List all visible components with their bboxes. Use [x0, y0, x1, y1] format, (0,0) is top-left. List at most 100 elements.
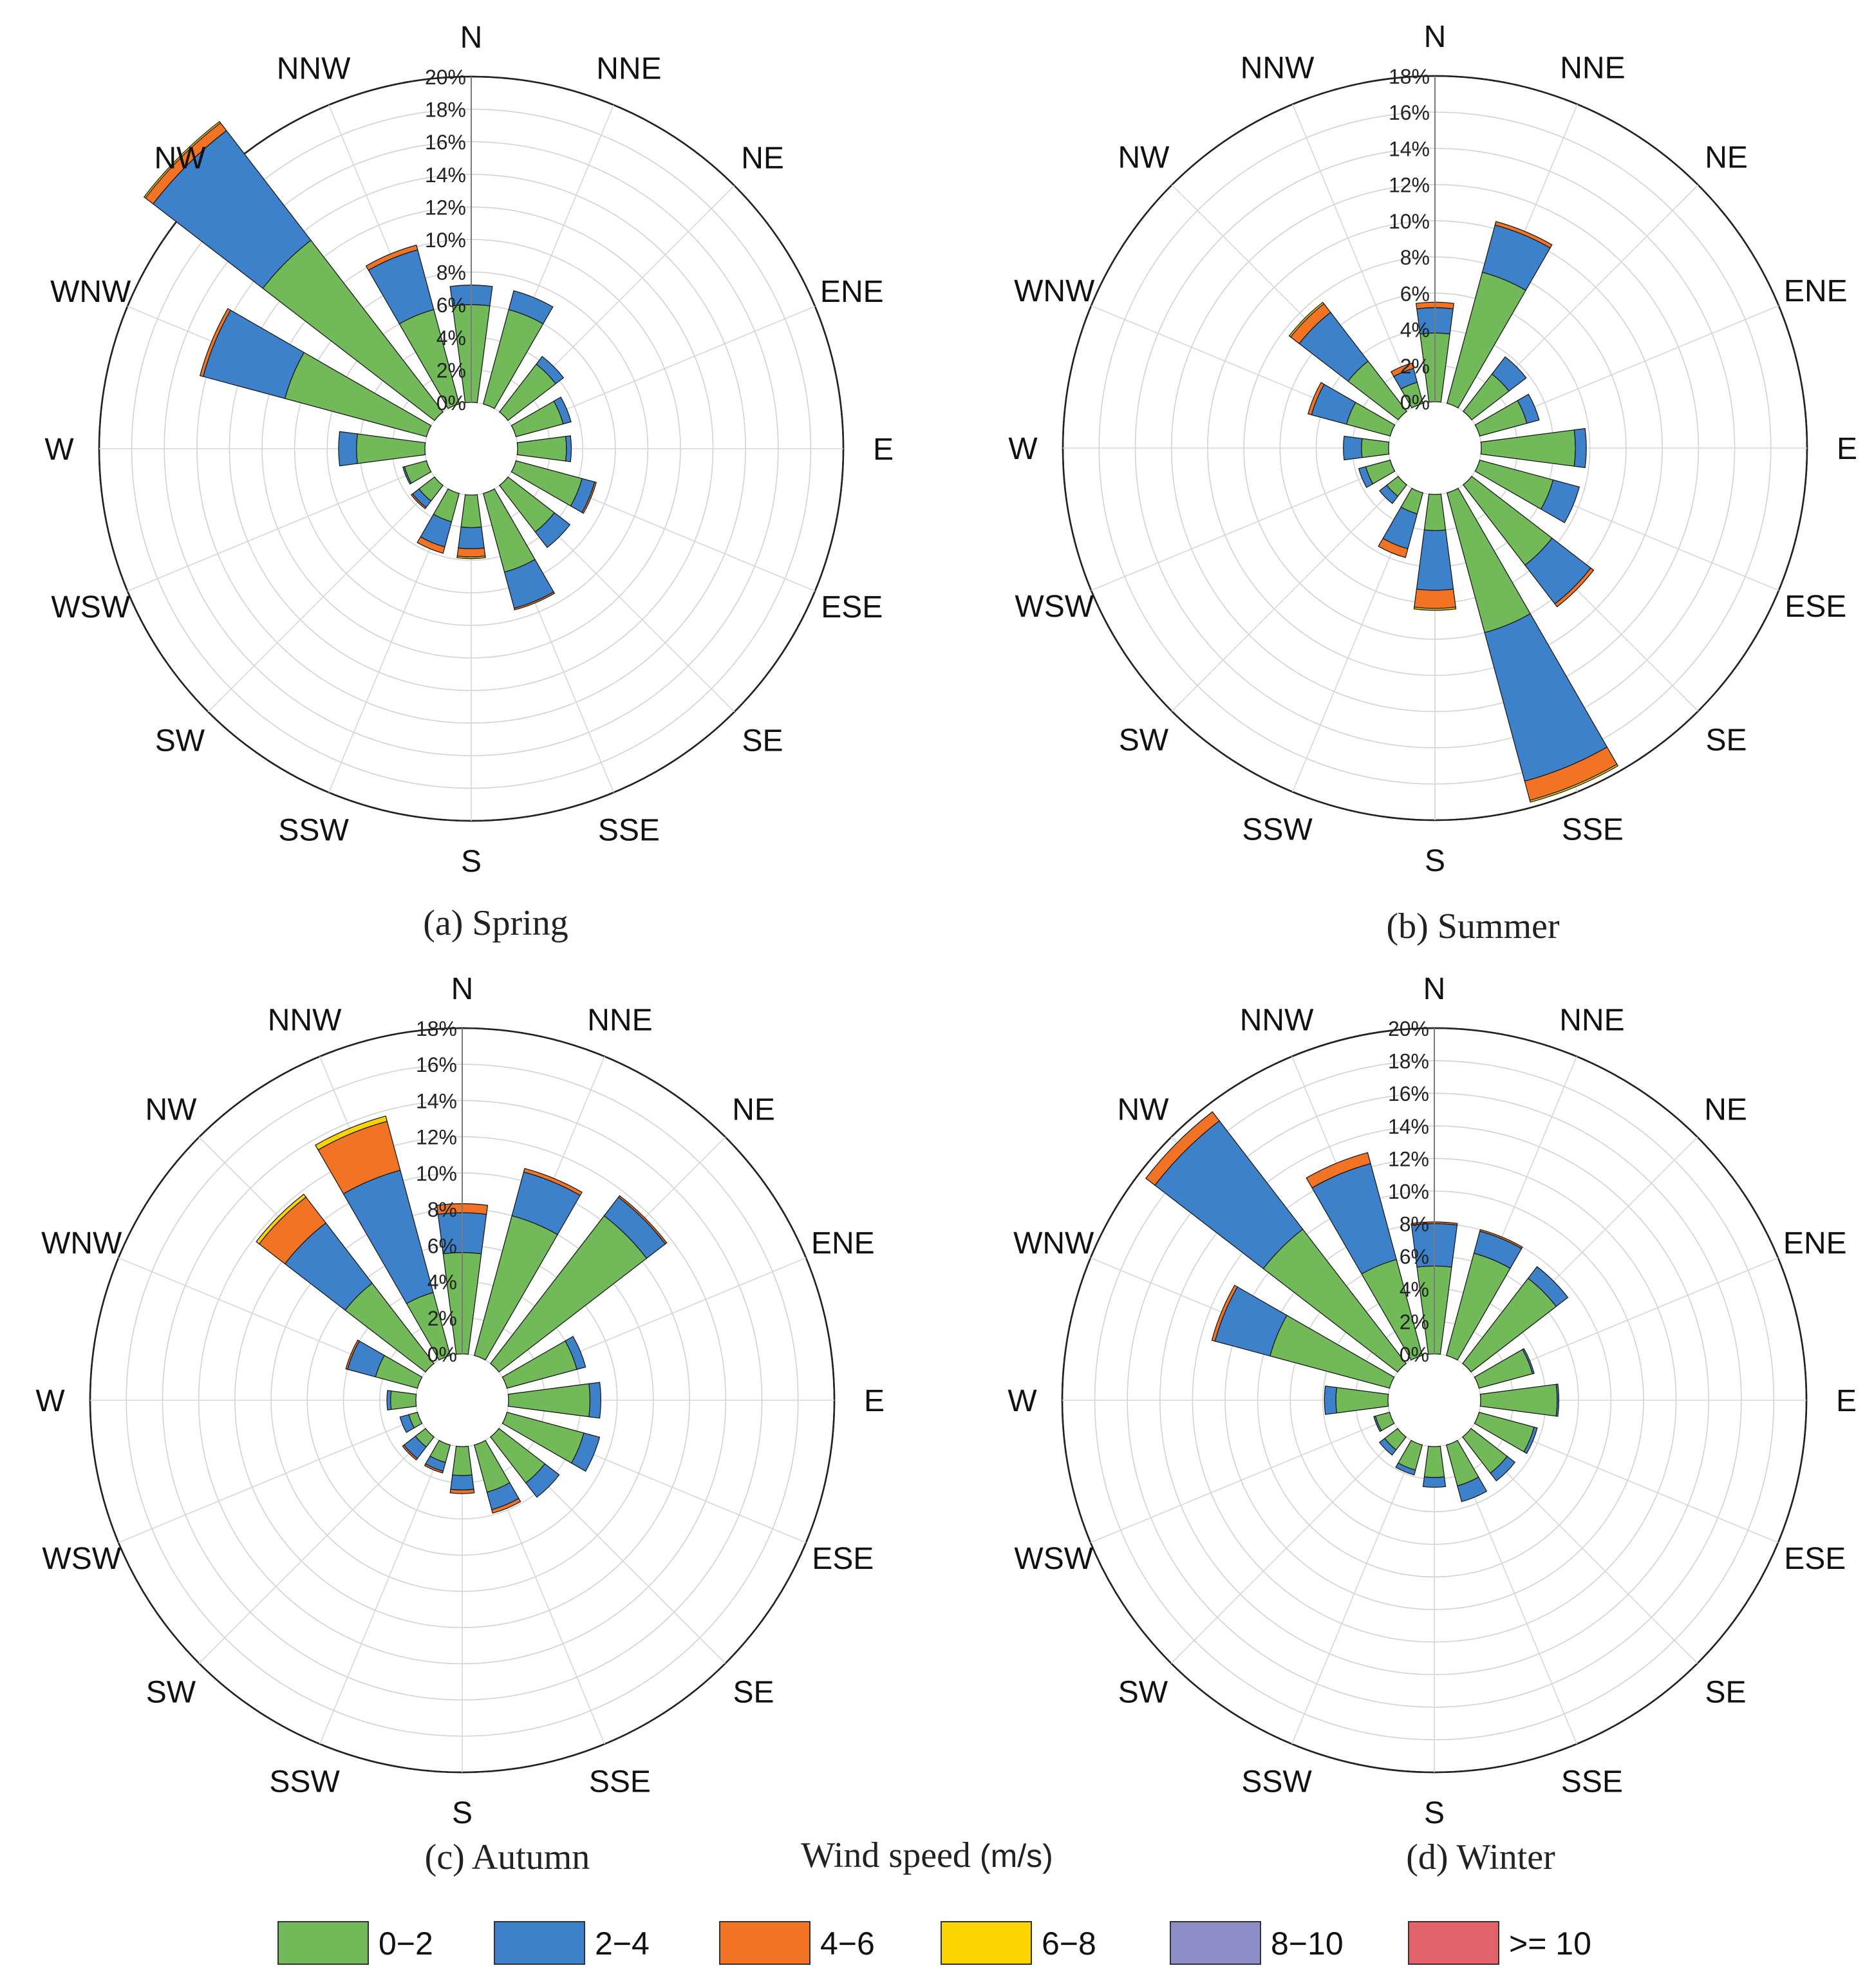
direction-label-E: E — [1836, 1384, 1857, 1418]
legend-swatch-0 — [277, 1921, 369, 1965]
radial-tick-label: 2% — [1400, 1310, 1429, 1333]
bar-WSW-1 — [402, 466, 412, 485]
bar-E-1 — [588, 1382, 601, 1419]
bar-SE-1 — [525, 1463, 560, 1498]
direction-label-ESE: ESE — [812, 1542, 874, 1576]
bar-E-1 — [1555, 1383, 1560, 1417]
spoke — [1170, 1432, 1402, 1664]
direction-label-SSW: SSW — [1242, 812, 1313, 847]
radial-tick-label: 20% — [425, 66, 466, 89]
radial-tick-label: 16% — [425, 131, 466, 154]
direction-label-WSW: WSW — [1014, 1542, 1093, 1576]
bar-NNW-3 — [315, 1115, 388, 1151]
bar-NE-2 — [617, 1195, 668, 1245]
bar-WNW-2 — [1307, 382, 1325, 416]
radial-tick-label: 8% — [1400, 1213, 1429, 1236]
direction-label-WSW: WSW — [1015, 590, 1094, 624]
bar-SSW-2 — [417, 536, 445, 554]
radial-tick-label: 18% — [416, 1017, 457, 1040]
direction-label-S: S — [1424, 1796, 1445, 1830]
direction-label-NNE: NNE — [1559, 1004, 1624, 1038]
spoke — [118, 1417, 420, 1543]
bar-NW-3 — [1288, 301, 1325, 338]
direction-label-SSW: SSW — [1241, 1765, 1312, 1799]
legend-entry-1: 2−4 — [494, 1921, 650, 1965]
legend-label-3: 6−8 — [1042, 1926, 1096, 1962]
legend-label-5: >= 10 — [1509, 1926, 1591, 1962]
direction-label-E: E — [864, 1384, 885, 1418]
spoke — [1292, 104, 1418, 406]
bar-SE-1 — [1490, 1456, 1516, 1482]
direction-label-WNW: WNW — [41, 1226, 122, 1261]
direction-label-NE: NE — [1704, 1092, 1747, 1127]
bar-SSW-2 — [424, 1463, 444, 1474]
radial-tick-label: 4% — [1400, 1278, 1429, 1301]
bar-S-2 — [1414, 588, 1456, 609]
bar-WSW-1 — [399, 1414, 415, 1433]
bar-SSE-2 — [491, 1497, 521, 1514]
direction-label-NNW: NNW — [268, 1004, 342, 1038]
radial-tick-label: 8% — [427, 1198, 457, 1221]
radial-tick-label: 6% — [427, 1234, 457, 1257]
caption-spring-title: Spring — [472, 903, 568, 943]
bar-ESE-1 — [1540, 479, 1580, 523]
bar-SSE-3 — [1529, 764, 1619, 803]
direction-label-NE: NE — [1705, 140, 1748, 174]
legend-label-1: 2−4 — [595, 1926, 650, 1962]
direction-label-W: W — [1008, 432, 1038, 466]
radial-tick-label: 4% — [1400, 319, 1430, 342]
radial-tick-label: 6% — [1400, 282, 1430, 305]
panel-winter: 0% 2% 4% 6% 8% 10% 12% 14% 16% 18% 20% N NNE NE ENE E ES… — [1007, 972, 1857, 1830]
bar-S-2 — [449, 1488, 475, 1494]
legend: 0−2 2−4 4−6 6−8 8−10 >= 10 — [277, 1921, 1591, 1965]
radial-tick-label: 20% — [1388, 1017, 1429, 1040]
bar-S-1 — [1422, 1476, 1447, 1488]
direction-label-WNW: WNW — [50, 275, 131, 309]
direction-label-SSW: SSW — [269, 1765, 340, 1799]
direction-label-N: N — [1423, 972, 1446, 1006]
bar-WSW-1 — [1373, 1415, 1382, 1432]
panel-autumn: 0% 2% 4% 6% 8% 10% 12% 14% 16% 18% N NNE NE ENE E ESE SE… — [35, 972, 885, 1830]
bar-W-0 — [1361, 438, 1390, 458]
radial-tick-label: 10% — [1388, 1180, 1429, 1203]
legend-swatch-4 — [1170, 1921, 1261, 1965]
radial-tick-label: 18% — [1388, 1050, 1429, 1073]
legend-swatch-1 — [494, 1921, 585, 1965]
bar-E-1 — [565, 435, 572, 462]
bar-NNW-2 — [1306, 1152, 1371, 1188]
caption-spring-tag: (a) — [423, 903, 463, 943]
bar-WNW-2 — [345, 1339, 361, 1370]
radial-tick-label: 2% — [436, 359, 466, 382]
bar-ENE-1 — [1522, 1348, 1535, 1374]
radial-tick-label: 8% — [436, 261, 466, 285]
bar-ESE-2 — [581, 481, 597, 514]
legend-label-2: 4−6 — [820, 1926, 875, 1962]
panel-summer: 0% 2% 4% 6% 8% 10% 12% 14% 16% 18% N NNE NE ENE E ESE SE… — [1008, 20, 1857, 878]
direction-label-SSE: SSE — [598, 813, 660, 847]
bar-NW-2 — [1145, 1111, 1220, 1186]
legend-entry-0: 0−2 — [277, 1921, 433, 1965]
bar-ENE-1 — [564, 1336, 586, 1370]
legend-entry-5: >= 10 — [1408, 1921, 1591, 1965]
direction-label-ESE: ESE — [1784, 1542, 1846, 1576]
direction-label-NNE: NNE — [1560, 52, 1625, 86]
radial-tick-label: 16% — [416, 1053, 457, 1076]
bar-NE-1 — [536, 355, 565, 384]
radial-tick-label: 6% — [1400, 1245, 1429, 1268]
radial-tick-label: 4% — [427, 1271, 457, 1294]
direction-label-W: W — [1007, 1384, 1037, 1418]
bar-ENE-1 — [1517, 393, 1540, 424]
legend-label-4: 8−10 — [1271, 1926, 1344, 1962]
bar-ESE-1 — [570, 1432, 601, 1472]
direction-label-SE: SE — [1706, 724, 1747, 758]
bar-E-1 — [1573, 427, 1587, 469]
radial-tick-label: 2% — [1400, 355, 1430, 378]
radial-tick-label: 0% — [1400, 391, 1430, 414]
direction-label-SE: SE — [742, 724, 783, 758]
radial-tick-label: 10% — [1389, 210, 1430, 233]
direction-label-E: E — [1837, 432, 1857, 466]
legend-entry-2: 4−6 — [719, 1921, 875, 1965]
radial-tick-label: 14% — [416, 1089, 457, 1112]
bar-W-1 — [386, 1390, 392, 1411]
